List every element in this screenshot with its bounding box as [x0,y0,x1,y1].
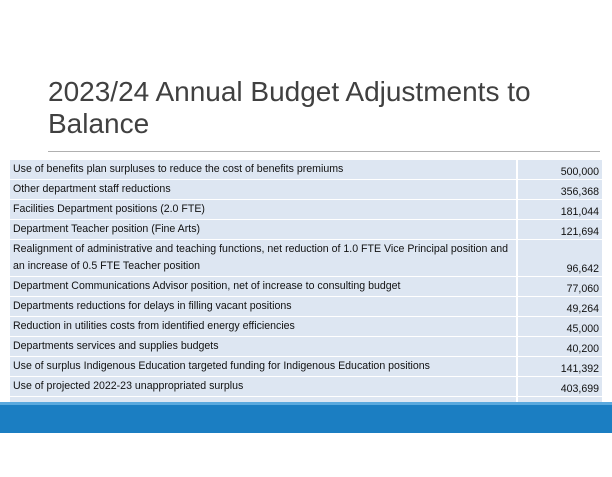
item-description: Department Communications Advisor positi… [10,277,516,296]
table-row: Other department staff reductions 356,368 [10,180,602,199]
item-description: Departments services and supplies budget… [10,337,516,356]
item-amount: 181,044 [516,200,602,219]
table-row: Departments reductions for delays in fil… [10,297,602,316]
table-row: Reduction in utilities costs from identi… [10,317,602,336]
table-row: Realignment of administrative and teachi… [10,240,602,276]
item-amount: 40,200 [516,337,602,356]
slide-title: 2023/24 Annual Budget Adjustments to Bal… [48,76,531,139]
item-amount: 49,264 [516,297,602,316]
item-amount: 45,000 [516,317,602,336]
item-description: Reduction in utilities costs from identi… [10,317,516,336]
item-description: Realignment of administrative and teachi… [10,240,516,276]
table-row: Department Communications Advisor positi… [10,277,602,296]
table-row: Department Teacher position (Fine Arts) 1… [10,220,602,239]
item-amount: 96,642 [516,240,602,276]
item-amount: 500,000 [516,160,602,179]
item-description: Other department staff reductions [10,180,516,199]
budget-table: Use of benefits plan surpluses to reduce… [10,159,602,416]
item-description: Departments reductions for delays in fil… [10,297,516,316]
item-description: Use of surplus Indigenous Education targ… [10,357,516,376]
item-amount: 141,392 [516,357,602,376]
item-description: Department Teacher position (Fine Arts) [10,220,516,239]
item-description: Use of benefits plan surpluses to reduce… [10,160,516,179]
title-rule [48,151,600,152]
item-amount: 356,368 [516,180,602,199]
table-row: Use of surplus Indigenous Education targ… [10,357,602,376]
item-amount: 121,694 [516,220,602,239]
table-row: Use of benefits plan surpluses to reduce… [10,160,602,179]
item-amount: 77,060 [516,277,602,296]
table-row: Departments services and supplies budget… [10,337,602,356]
item-amount: 403,699 [516,377,602,396]
table-row: Facilities Department positions (2.0 FTE… [10,200,602,219]
item-description: Facilities Department positions (2.0 FTE… [10,200,516,219]
table-row: Use of projected 2022-23 unappropriated … [10,377,602,396]
item-description: Use of projected 2022-23 unappropriated … [10,377,516,396]
footer-band [0,402,612,433]
